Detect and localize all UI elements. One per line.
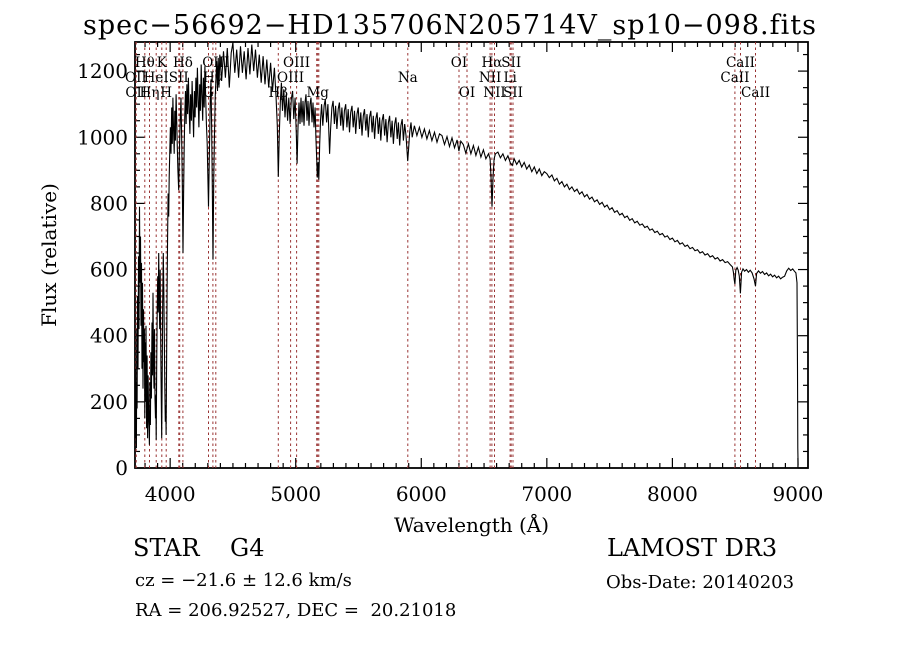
spectral-line-label: OI — [451, 55, 467, 71]
y-tick-label: 200 — [90, 390, 128, 414]
spectral-line-label: SII — [169, 70, 189, 86]
spectral-line-label: SII — [503, 85, 523, 101]
plot-frame — [134, 41, 809, 469]
x-axis-label: Wavelength (Å) — [394, 512, 549, 537]
survey-release-text: LAMOST DR3 — [607, 534, 778, 562]
obs-date-text: Obs-Date: 20140203 — [606, 572, 795, 593]
spectral-line-label: NII — [483, 85, 505, 101]
spectral-line-label: Hβ — [269, 85, 289, 101]
classification-text: STAR G4 — [133, 534, 265, 562]
spectrum-trace — [134, 42, 799, 466]
y-tick-label: 1000 — [77, 125, 128, 149]
y-tick-label: 800 — [90, 191, 128, 215]
y-tick-label: 1200 — [77, 59, 128, 83]
spectral-line-label: Li — [503, 70, 517, 86]
x-tick-label: 6000 — [396, 482, 447, 506]
spectral-line-label: G — [203, 85, 214, 101]
spectral-line-label: HeI — [144, 70, 169, 86]
spectral-line-label: H — [160, 85, 172, 101]
spectral-line-label: Hη — [140, 85, 160, 101]
spectral-line-label: Hα — [481, 55, 502, 71]
x-tick-label: 4000 — [145, 482, 196, 506]
spectral-line-label: OII — [125, 70, 147, 86]
spectral-line-label: OIII — [277, 70, 304, 86]
x-tick-label: 9000 — [773, 482, 824, 506]
spectral-line-label: Na — [398, 70, 418, 86]
x-tick-label: 8000 — [647, 482, 698, 506]
spectral-line-label: NII — [479, 70, 501, 86]
y-axis-label: Flux (relative) — [37, 183, 61, 327]
spectral-line-label: Hδ — [173, 55, 193, 71]
plot-title: spec−56692−HD135706N205714V_sp10−098.fit… — [83, 10, 817, 41]
x-tick-label: 5000 — [270, 482, 321, 506]
spectral-line-label: SII — [501, 55, 521, 71]
radec-text: RA = 206.92527, DEC = 20.21018 — [135, 600, 457, 621]
cz-velocity-text: cz = −21.6 ± 12.6 km/s — [135, 570, 352, 591]
spectral-line-label: OIII — [283, 55, 310, 71]
spectral-line-label: OI — [459, 85, 475, 101]
y-tick-label: 0 — [115, 456, 128, 480]
spectral-line-label: K — [157, 55, 168, 71]
y-tick-label: 600 — [90, 258, 128, 282]
spectral-line-label: CaII — [741, 85, 770, 101]
spectral-line-label: OII — [125, 85, 147, 101]
spectral-line-label: CaII — [726, 55, 755, 71]
spectral-line-label: CaII — [720, 70, 749, 86]
x-tick-label: 7000 — [521, 482, 572, 506]
spectral-line-label: Hθ — [135, 55, 155, 71]
spectral-line-label: Mg — [306, 85, 329, 101]
y-tick-label: 400 — [90, 324, 128, 348]
